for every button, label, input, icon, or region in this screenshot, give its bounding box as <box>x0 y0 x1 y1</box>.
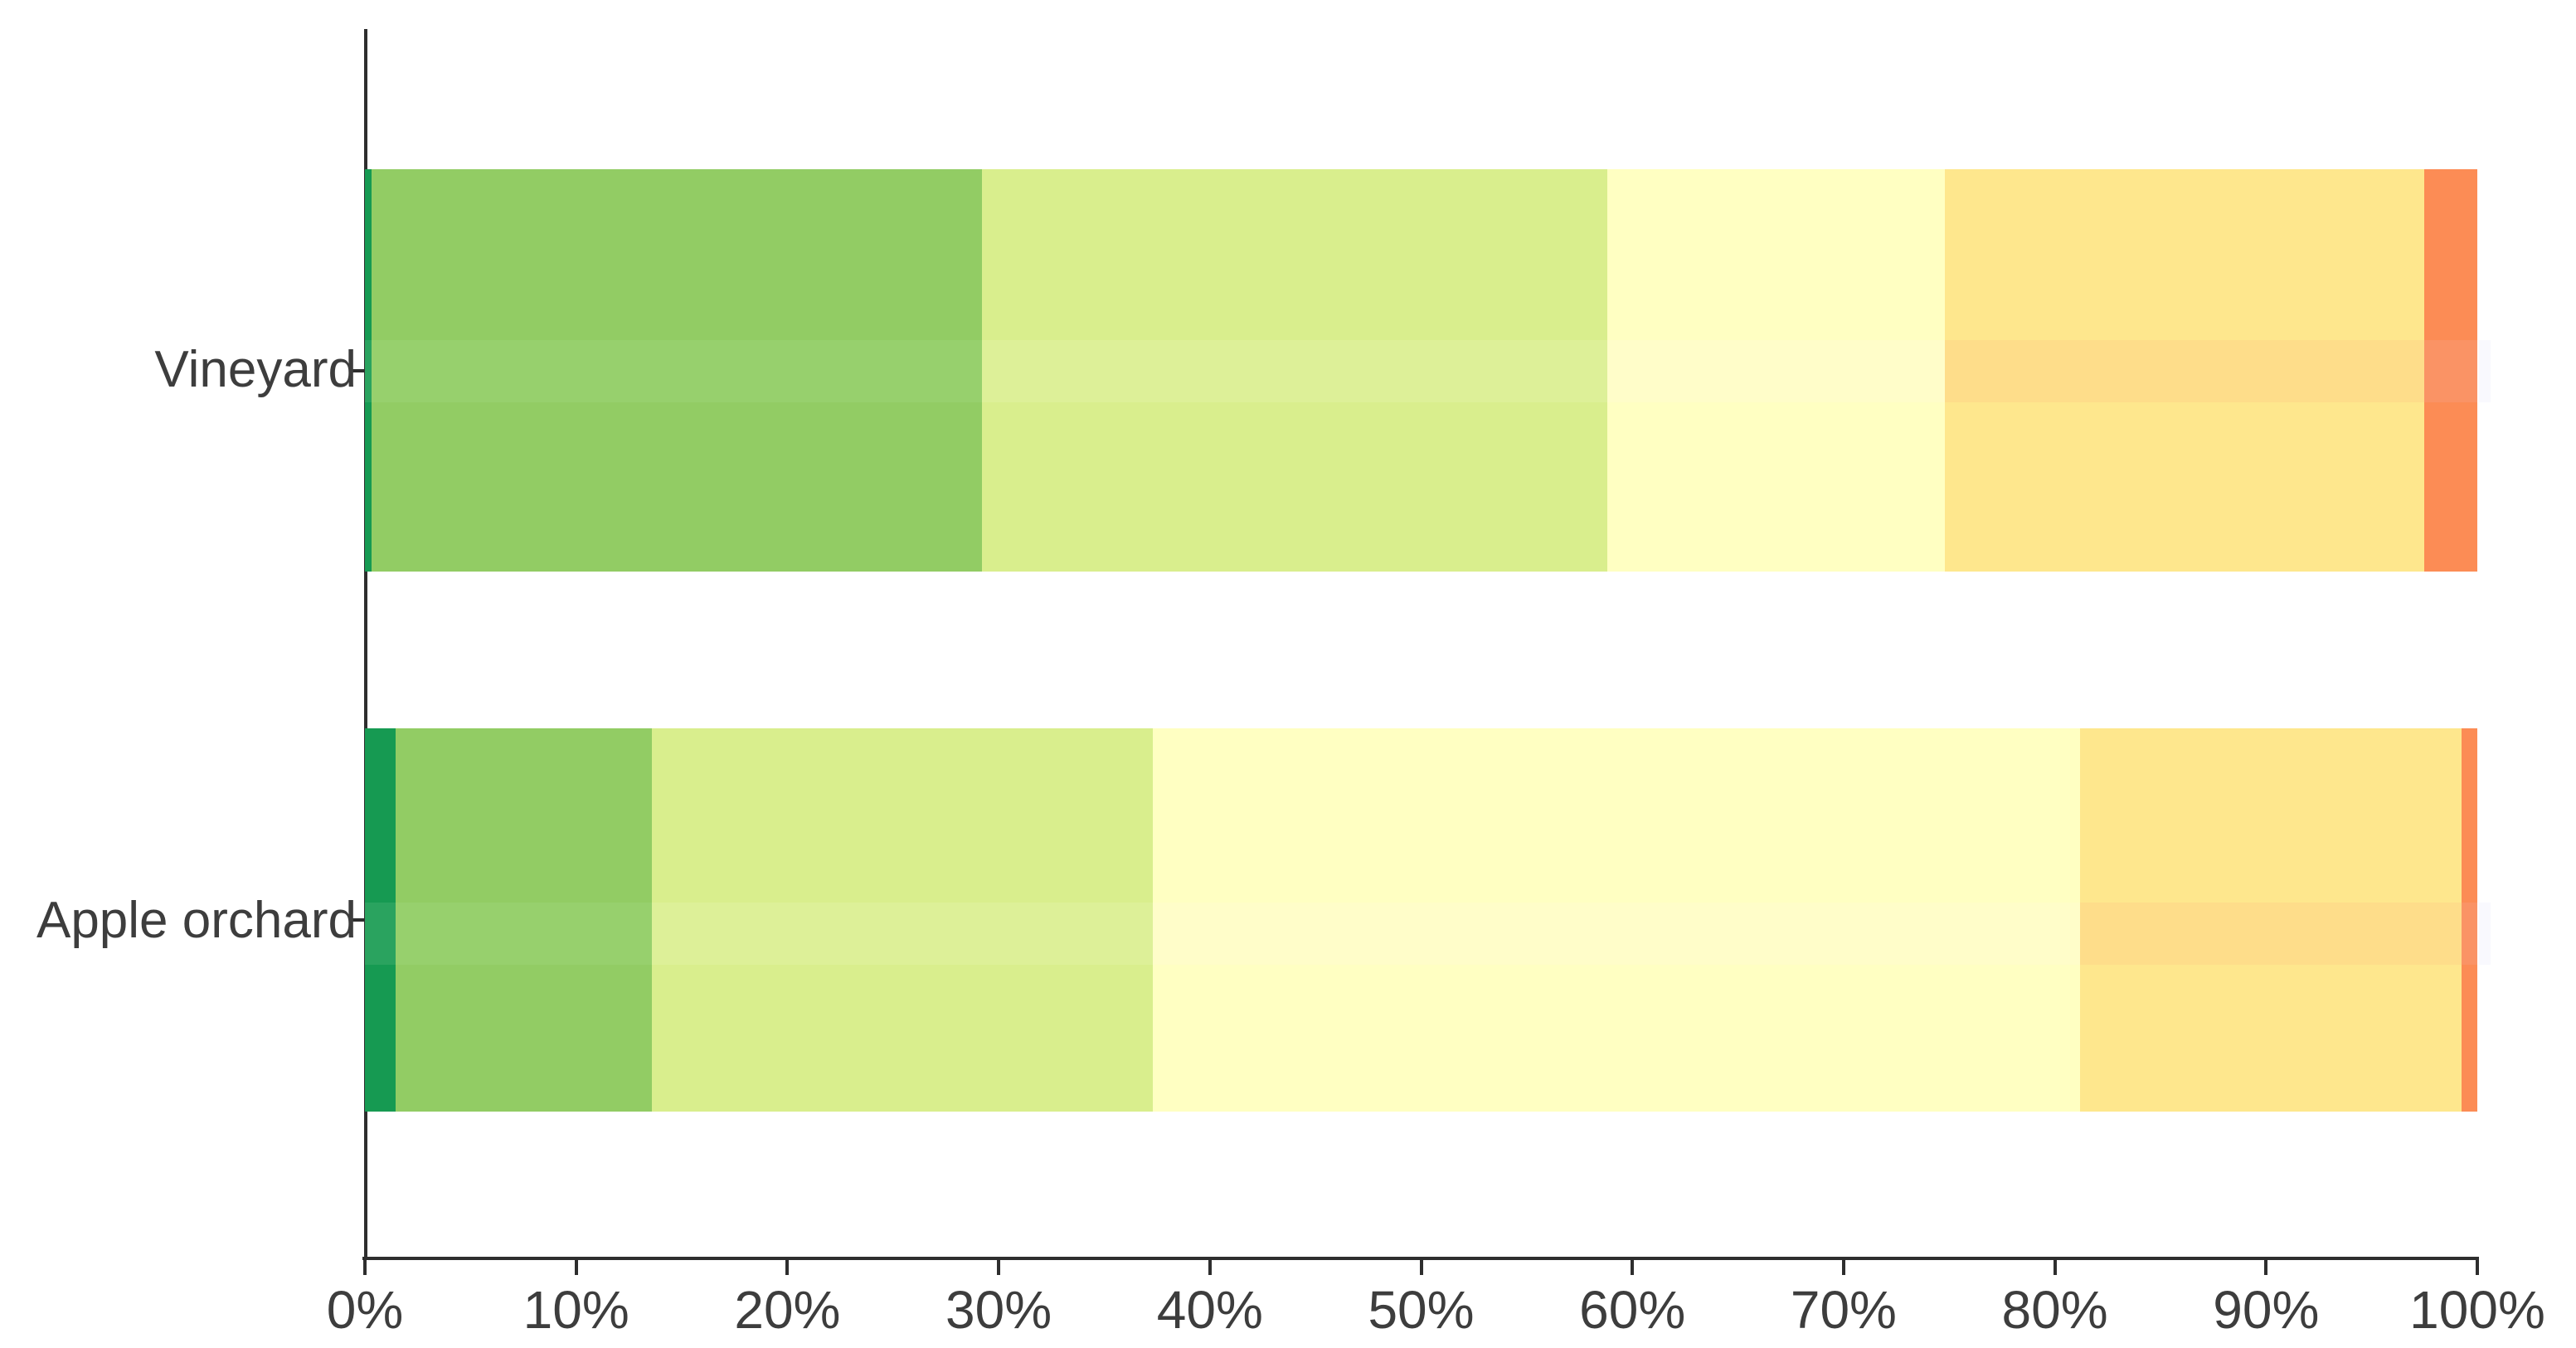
segment-vineyard-yellow-green <box>981 340 1607 402</box>
x-tick-label-70: 70% <box>1790 1280 1897 1340</box>
x-tick-30 <box>997 1260 1001 1275</box>
y-tick-apple-orchard <box>349 918 364 922</box>
x-tick-label-0: 0% <box>326 1280 404 1340</box>
segment-vineyard-orange <box>2424 340 2477 402</box>
segment-apple-orchard-green <box>395 903 653 965</box>
x-tick-label-10: 10% <box>522 1280 629 1340</box>
segment-apple-orchard-pale-yellow <box>1153 965 2081 1112</box>
segment-apple-orchard-green <box>395 965 653 1112</box>
segment-vineyard-mid-band-overflow <box>2479 340 2491 402</box>
segment-vineyard-gold <box>1945 340 2425 402</box>
segment-vineyard-green <box>371 169 982 340</box>
segment-apple-orchard-orange <box>2461 965 2477 1112</box>
segment-apple-orchard-gold <box>2080 728 2462 903</box>
segment-vineyard-orange <box>2424 402 2477 572</box>
x-tick-100 <box>2476 1260 2479 1275</box>
segment-vineyard-green <box>371 402 982 572</box>
segment-apple-orchard-gold <box>2080 965 2462 1112</box>
segment-vineyard-pale-yellow <box>1606 169 1946 340</box>
segment-vineyard-pale-yellow <box>1606 340 1946 402</box>
x-tick-label-40: 40% <box>1156 1280 1263 1340</box>
segment-apple-orchard-pale-yellow <box>1153 728 2081 903</box>
segment-apple-orchard-gold <box>2080 903 2462 965</box>
category-label-vineyard: Vineyard <box>154 341 357 398</box>
x-tick-20 <box>785 1260 790 1275</box>
bar-apple-orchard-lower <box>365 965 2477 1112</box>
segment-apple-orchard-yellow-green <box>652 965 1154 1112</box>
y-tick-vineyard <box>349 369 364 372</box>
segment-vineyard-orange <box>2424 169 2477 340</box>
segment-apple-orchard-orange <box>2461 728 2477 903</box>
x-tick-label-100: 100% <box>2409 1280 2545 1340</box>
x-tick-10 <box>574 1260 578 1275</box>
segment-vineyard-yellow-green <box>981 169 1607 340</box>
x-tick-label-90: 90% <box>2213 1280 2320 1340</box>
segment-apple-orchard-yellow-green <box>652 728 1154 903</box>
segment-vineyard-dark-green <box>365 402 372 572</box>
bar-apple-orchard-upper <box>365 728 2477 903</box>
segment-vineyard-gold <box>1945 402 2425 572</box>
bar-vineyard-upper <box>365 169 2477 340</box>
segment-vineyard-yellow-green <box>981 402 1607 572</box>
segment-apple-orchard-orange <box>2461 903 2477 965</box>
x-tick-50 <box>1419 1260 1423 1275</box>
x-tick-70 <box>1841 1260 1845 1275</box>
x-tick-90 <box>2264 1260 2268 1275</box>
x-tick-label-20: 20% <box>734 1280 841 1340</box>
segment-vineyard-pale-yellow <box>1606 402 1946 572</box>
x-tick-label-50: 50% <box>1368 1280 1475 1340</box>
segment-apple-orchard-dark-green <box>365 903 396 965</box>
x-tick-60 <box>1631 1260 1635 1275</box>
segment-apple-orchard-mid-band-overflow <box>2479 903 2491 965</box>
x-tick-label-80: 80% <box>2001 1280 2108 1340</box>
segment-apple-orchard-pale-yellow <box>1153 903 2081 965</box>
segment-apple-orchard-dark-green <box>365 728 396 903</box>
x-tick-label-30: 30% <box>945 1280 1052 1340</box>
x-tick-label-60: 60% <box>1579 1280 1686 1340</box>
bar-apple-orchard-middle-band <box>365 903 2491 965</box>
bar-vineyard-middle-band <box>365 340 2491 402</box>
y-axis-line <box>364 29 367 1259</box>
bar-vineyard-lower <box>365 402 2477 572</box>
segment-apple-orchard-yellow-green <box>652 903 1154 965</box>
segment-apple-orchard-dark-green <box>365 965 396 1112</box>
segment-vineyard-green <box>371 340 982 402</box>
segment-apple-orchard-green <box>395 728 653 903</box>
x-tick-0 <box>363 1260 367 1275</box>
segment-vineyard-dark-green <box>365 169 372 340</box>
category-label-apple-orchard: Apple orchard <box>36 892 357 949</box>
x-tick-40 <box>1208 1260 1212 1275</box>
x-tick-80 <box>2053 1260 2057 1275</box>
x-axis-line <box>362 1257 2479 1260</box>
segment-vineyard-dark-green <box>365 340 372 402</box>
segment-vineyard-gold <box>1945 169 2425 340</box>
